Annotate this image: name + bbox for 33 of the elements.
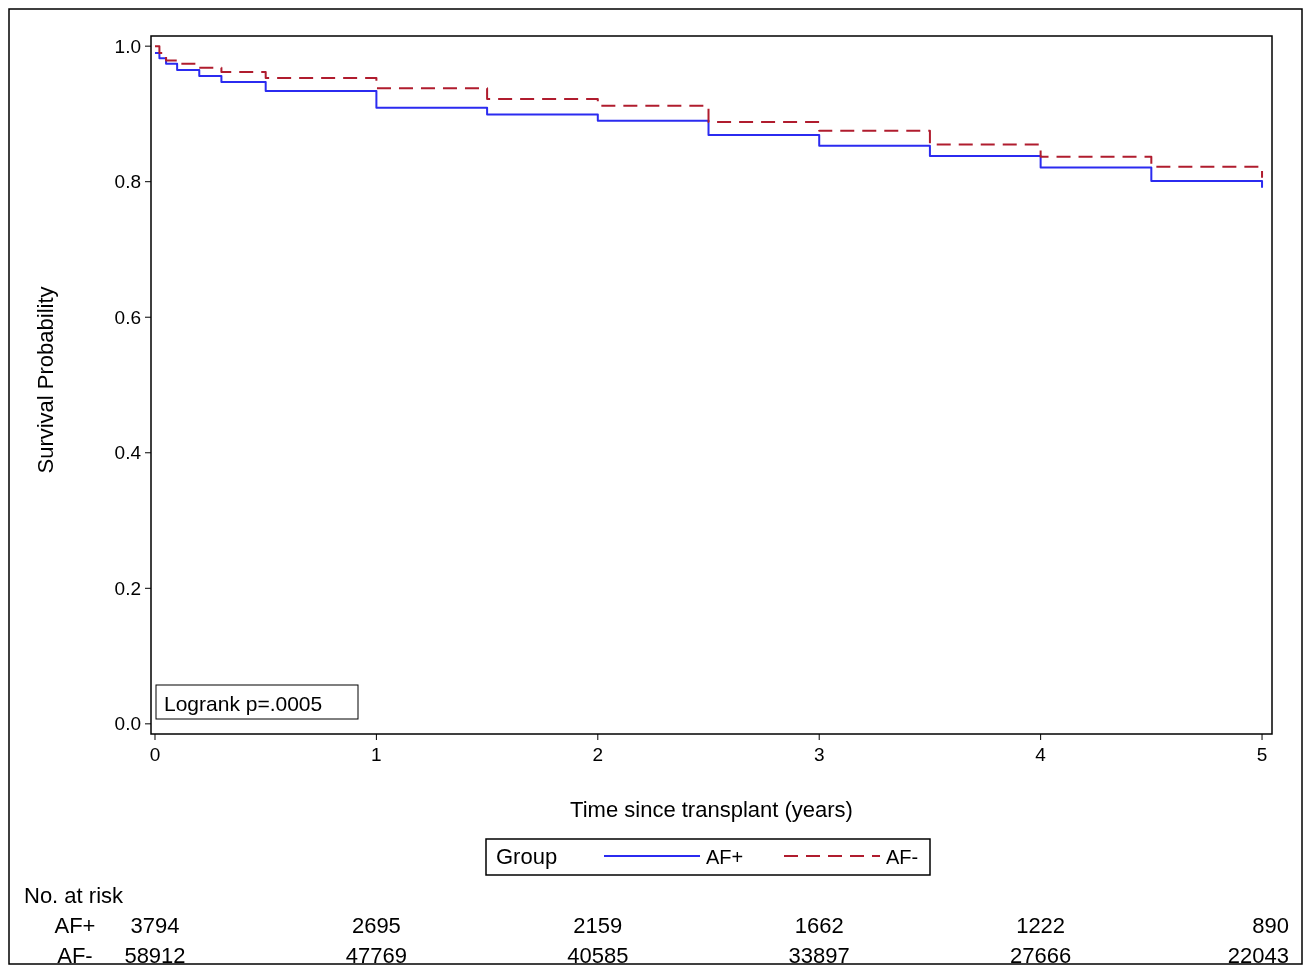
- text: 33897: [788, 943, 850, 968]
- y-tick-label: 0.8: [114, 171, 141, 193]
- text: 1222: [1016, 913, 1066, 938]
- y-tick-label: 0.4: [114, 442, 142, 464]
- x-axis-title: Time since transplant (years): [570, 797, 853, 822]
- annotation: Logrank p=.0005: [164, 692, 323, 715]
- text: 890: [1252, 913, 1289, 938]
- y-axis-title: Survival Probability: [33, 286, 58, 474]
- x-tick-label: 4: [1035, 744, 1047, 765]
- text: 58912: [124, 943, 186, 968]
- text: 2695: [351, 913, 401, 938]
- text: 1662: [794, 913, 844, 938]
- text: 3794: [130, 913, 180, 938]
- y-tick-label: 1.0: [114, 35, 141, 57]
- text: AF-: [57, 943, 93, 968]
- text: No. at risk: [24, 883, 125, 908]
- y-tick-label: 0.0: [114, 713, 141, 735]
- legend-label: AF-: [886, 846, 919, 868]
- x-tick-label: 3: [813, 744, 825, 765]
- legend-label: AF+: [706, 846, 744, 868]
- x-tick-label: 2: [592, 744, 604, 765]
- text: 40585: [567, 943, 629, 968]
- x-tick-label: 1: [371, 744, 382, 765]
- legend-title: Group: [496, 844, 558, 869]
- y-tick-label: 0.2: [114, 577, 141, 599]
- text: 47769: [345, 943, 407, 968]
- y-tick-label: 0.6: [114, 306, 141, 328]
- x-tick-label: 5: [1256, 744, 1268, 765]
- x-tick-label: 0: [149, 744, 161, 765]
- text: 2159: [573, 913, 623, 938]
- text: 27666: [1010, 943, 1072, 968]
- text: 22043: [1227, 943, 1289, 968]
- text: AF+: [54, 913, 96, 938]
